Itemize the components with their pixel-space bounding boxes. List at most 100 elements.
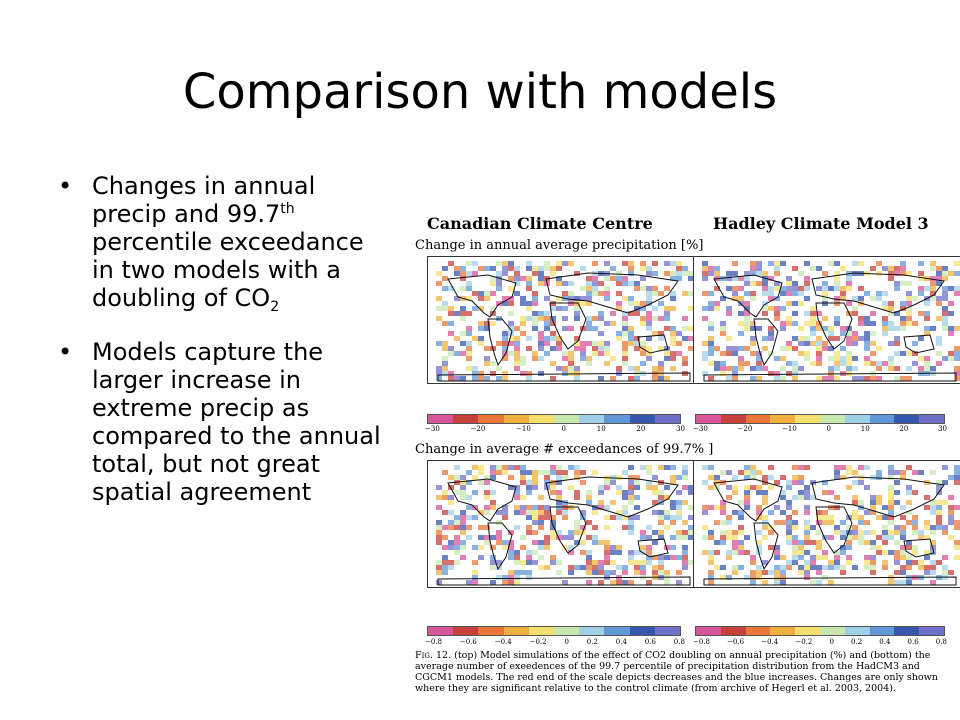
map-cell xyxy=(798,291,804,296)
map-cell xyxy=(628,331,634,336)
map-cell xyxy=(882,550,888,555)
map-cell xyxy=(948,495,954,500)
map-cell xyxy=(610,580,616,585)
map-cell xyxy=(640,545,646,550)
map-cell xyxy=(858,540,864,545)
map-cell xyxy=(708,376,714,381)
map-cell xyxy=(708,271,714,276)
map-cell xyxy=(906,540,912,545)
map-cell xyxy=(732,296,738,301)
map-cell xyxy=(768,485,774,490)
map-cell xyxy=(676,261,682,266)
map-cell xyxy=(502,356,508,361)
map-cell xyxy=(732,490,738,495)
map-cell xyxy=(646,321,652,326)
map-cell xyxy=(756,351,762,356)
map-cell xyxy=(756,490,762,495)
map-cell xyxy=(750,575,756,580)
map-cell xyxy=(732,286,738,291)
map-cell xyxy=(834,281,840,286)
colorbar-tick-label: 0.4 xyxy=(615,638,627,646)
map-cell xyxy=(852,525,858,530)
map-cell xyxy=(454,520,460,525)
map-cell xyxy=(804,351,810,356)
map-cell xyxy=(714,550,720,555)
map-cell xyxy=(532,560,538,565)
map-cell xyxy=(918,356,924,361)
map-cell xyxy=(804,465,810,470)
map-cell xyxy=(532,515,538,520)
map-cell xyxy=(454,540,460,545)
map-cell xyxy=(544,311,550,316)
map-cell xyxy=(568,570,574,575)
map-cell xyxy=(708,346,714,351)
map-cell xyxy=(894,560,900,565)
map-cell xyxy=(628,465,634,470)
map-cell xyxy=(732,510,738,515)
map-cell xyxy=(888,271,894,276)
map-cell xyxy=(798,480,804,485)
map-cell xyxy=(930,565,936,570)
map-cell xyxy=(580,470,586,475)
map-cell xyxy=(568,366,574,371)
map-cell xyxy=(948,351,954,356)
map-cell xyxy=(882,321,888,326)
map-cell xyxy=(894,281,900,286)
map-cell xyxy=(652,271,658,276)
map-cell xyxy=(888,321,894,326)
map-cell xyxy=(888,530,894,535)
map-cell xyxy=(762,311,768,316)
map-cell xyxy=(502,371,508,376)
map-cell xyxy=(496,530,502,535)
map-cell xyxy=(792,560,798,565)
map-cell xyxy=(616,550,622,555)
map-cell xyxy=(768,306,774,311)
map-cell xyxy=(658,520,664,525)
map-cell xyxy=(750,266,756,271)
map-cell xyxy=(604,485,610,490)
map-cell xyxy=(954,326,960,331)
map-cell xyxy=(816,510,822,515)
map-cell xyxy=(942,311,948,316)
map-cell xyxy=(846,535,852,540)
map-cell xyxy=(756,505,762,510)
map-cell xyxy=(888,490,894,495)
map-cell xyxy=(688,306,694,311)
colorbar-swatch xyxy=(844,415,870,423)
map-cell xyxy=(550,535,556,540)
continent-outline xyxy=(903,538,935,558)
map-cell xyxy=(708,485,714,490)
map-cell xyxy=(508,311,514,316)
map-cell xyxy=(556,336,562,341)
map-cell xyxy=(586,301,592,306)
map-cell xyxy=(900,555,906,560)
map-cell xyxy=(622,341,628,346)
map-cell xyxy=(670,366,676,371)
map-cell xyxy=(756,266,762,271)
map-cell xyxy=(442,321,448,326)
map-cell xyxy=(526,371,532,376)
map-cell xyxy=(942,525,948,530)
map-cell xyxy=(616,366,622,371)
map-cell xyxy=(840,346,846,351)
map-cell xyxy=(924,356,930,361)
colorbar-tick-label: 0.2 xyxy=(851,638,863,646)
map-cell xyxy=(670,545,676,550)
map-cell xyxy=(762,515,768,520)
map-cell xyxy=(906,281,912,286)
map-cell xyxy=(936,276,942,281)
map-cell xyxy=(852,366,858,371)
map-cell xyxy=(682,465,688,470)
map-cell xyxy=(924,525,930,530)
map-cell xyxy=(538,470,544,475)
map-cell xyxy=(484,361,490,366)
map-cell xyxy=(478,371,484,376)
map-cell xyxy=(598,565,604,570)
map-cell xyxy=(538,371,544,376)
map-cell xyxy=(882,306,888,311)
map-cell xyxy=(942,321,948,326)
map-cell xyxy=(478,510,484,515)
map-cell xyxy=(478,465,484,470)
map-cell xyxy=(912,560,918,565)
map-cell xyxy=(670,515,676,520)
